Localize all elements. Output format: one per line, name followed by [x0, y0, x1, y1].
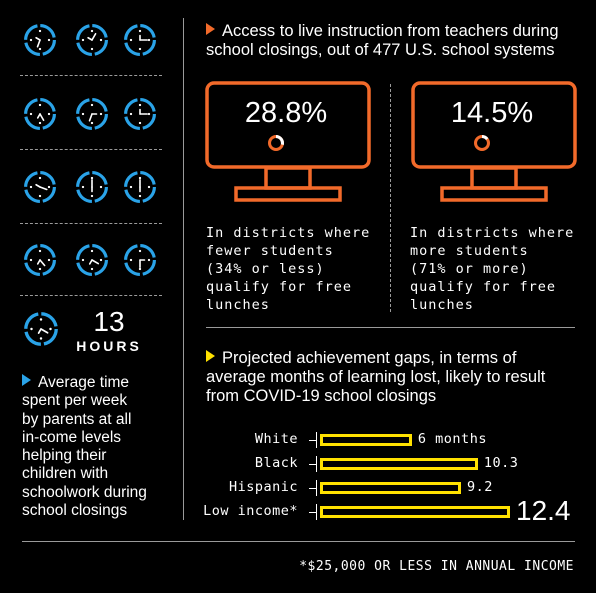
clock-icon	[76, 98, 108, 130]
caption-line: school closings	[22, 502, 128, 520]
bullet-triangle-icon	[206, 350, 215, 362]
clock-icon	[124, 24, 156, 56]
bar-value-label: 6 months	[417, 431, 487, 447]
caption-line: spent per week	[22, 392, 128, 410]
caption-line: children with	[22, 465, 109, 483]
caption-line: schoolwork during	[22, 483, 147, 501]
bar-category-label: Low income*	[203, 503, 298, 519]
hours-unit: HOURS	[76, 338, 142, 354]
bar	[320, 434, 412, 446]
bar-category-label: White	[254, 431, 298, 447]
donut-chart-icon	[268, 135, 284, 151]
caption-line: Average time	[38, 374, 130, 391]
vertical-divider	[183, 18, 184, 520]
caption-line: by parents at all	[22, 410, 132, 428]
divider	[20, 149, 162, 150]
divider	[20, 75, 162, 76]
divider	[20, 223, 162, 224]
clock-icon	[24, 312, 58, 346]
clock-icon	[24, 244, 56, 276]
bar	[320, 506, 510, 518]
bar	[320, 458, 478, 470]
axis-line	[316, 456, 317, 472]
section1-heading: Access to live instruction from teachers…	[206, 22, 559, 59]
clock-icon	[76, 24, 108, 56]
panel-divider	[390, 84, 391, 312]
clock-icon	[24, 24, 56, 56]
axis-tick	[309, 488, 316, 489]
clock-icon	[76, 171, 108, 203]
panel1-value: 28.8%	[244, 97, 328, 129]
bar-category-label: Black	[254, 455, 298, 471]
monitor-icon	[205, 81, 371, 202]
bar-category-label: Hispanic	[228, 479, 298, 495]
panel1-description: In districts where fewer students (34% o…	[206, 225, 371, 313]
footer-divider	[22, 541, 575, 542]
clock-icon	[76, 244, 108, 276]
clock-icon	[24, 98, 56, 130]
section-divider	[206, 327, 575, 328]
bar-value-label: 10.3	[483, 455, 519, 471]
panel2-description: In districts where more students (71% or…	[410, 225, 575, 313]
section2-heading: Projected achievement gaps, in terms of a…	[206, 349, 546, 405]
hours-number: 13	[93, 306, 125, 337]
clock-icon	[124, 244, 156, 276]
axis-tick	[309, 464, 316, 465]
bar-value-label: 9.2	[466, 479, 493, 495]
axis-line	[316, 432, 317, 448]
donut-chart-icon	[474, 135, 490, 151]
caption-line: in-come levels	[22, 428, 122, 446]
clock-icon	[24, 171, 56, 203]
axis-line	[316, 504, 317, 520]
bullet-triangle-icon	[22, 374, 31, 386]
divider	[20, 295, 162, 296]
bullet-triangle-icon	[206, 23, 215, 35]
bar-value-label: 12.4	[516, 495, 571, 526]
axis-tick	[309, 440, 316, 441]
hours-caption: Average time spent per week by parents at …	[22, 374, 182, 520]
axis-line	[316, 480, 317, 496]
footnote: *$25,000 OR LESS IN ANNUAL INCOME	[299, 559, 574, 574]
clock-icon	[124, 171, 156, 203]
monitor-icon	[411, 81, 577, 202]
axis-tick	[309, 512, 316, 513]
caption-line: helping their	[22, 447, 107, 465]
panel2-value: 14.5%	[450, 97, 534, 129]
clock-icon	[124, 98, 156, 130]
bar	[320, 482, 461, 494]
